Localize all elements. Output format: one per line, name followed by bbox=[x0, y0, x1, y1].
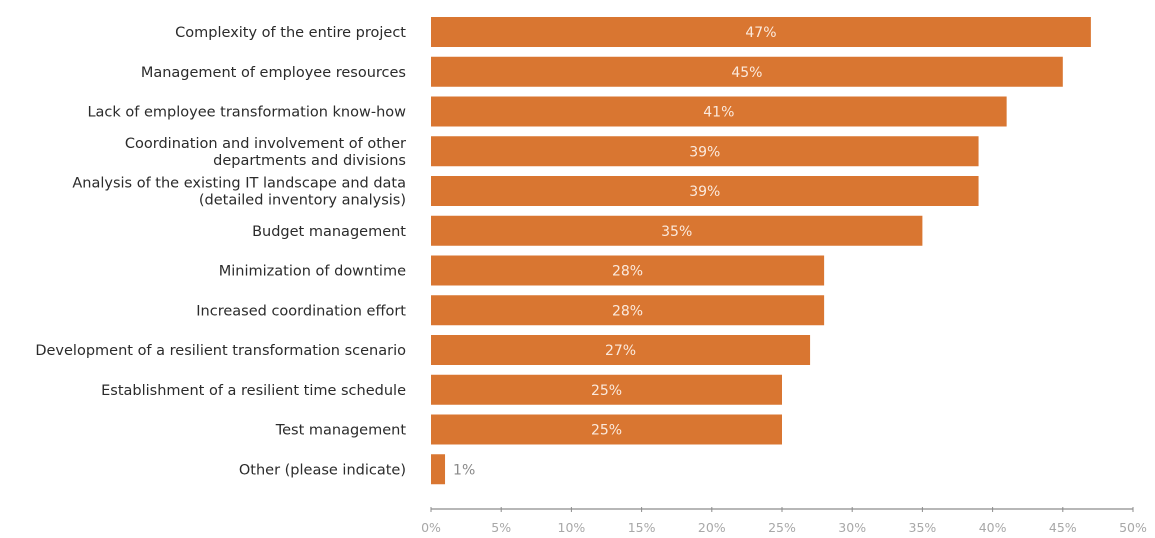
bar bbox=[431, 335, 811, 365]
category-label: Establishment of a resilient time schedu… bbox=[101, 383, 406, 399]
bar-value-label: 28% bbox=[612, 303, 643, 319]
category-label: Analysis of the existing IT landscape an… bbox=[72, 176, 406, 192]
category-label: Other (please indicate) bbox=[239, 462, 406, 478]
category-label: Complexity of the entire project bbox=[175, 25, 406, 41]
x-tick-label: 5% bbox=[491, 520, 511, 535]
x-tick-label: 10% bbox=[558, 520, 586, 535]
category-label: (detailed inventory analysis) bbox=[199, 193, 406, 209]
bar bbox=[431, 176, 979, 206]
category-label: departments and divisions bbox=[213, 153, 406, 169]
bar bbox=[431, 17, 1091, 47]
bar bbox=[431, 96, 1007, 127]
x-tick-label: 30% bbox=[838, 520, 866, 535]
bar bbox=[431, 56, 1063, 87]
bar-value-label: 27% bbox=[605, 343, 636, 359]
category-labels-group: Complexity of the entire project Manageme… bbox=[35, 25, 406, 478]
category-label: Management of employee resources bbox=[141, 65, 406, 81]
bar-value-label: 41% bbox=[703, 105, 734, 121]
bar-value-label: 25% bbox=[591, 383, 622, 399]
x-tick-label: 35% bbox=[909, 520, 937, 535]
bar-value-label: 39% bbox=[689, 144, 720, 160]
x-tick-label: 15% bbox=[628, 520, 656, 535]
bar-value-label: 47% bbox=[745, 25, 776, 41]
x-tick-label: 0% bbox=[421, 520, 441, 535]
category-label: Development of a resilient transformatio… bbox=[35, 343, 406, 359]
x-tick-label: 50% bbox=[1119, 520, 1147, 535]
bar bbox=[431, 255, 825, 286]
bar bbox=[431, 136, 979, 167]
category-label: Minimization of downtime bbox=[219, 264, 406, 280]
bar-value-label: 28% bbox=[612, 264, 643, 280]
category-label: Increased coordination effort bbox=[196, 303, 406, 319]
bar-value-label: 39% bbox=[689, 184, 720, 200]
bar-value-label: 1% bbox=[453, 462, 475, 478]
category-label: Lack of employee transformation know-how bbox=[87, 105, 406, 121]
bar bbox=[431, 215, 923, 246]
bar bbox=[431, 374, 782, 405]
bar-value-label: 25% bbox=[591, 423, 622, 439]
bar-value-label: 35% bbox=[661, 224, 692, 240]
x-axis: 0% 5% 10% 15% 20% 25% 30% 35% 40% 45% 50% bbox=[421, 507, 1147, 535]
x-tick-label: 45% bbox=[1049, 520, 1077, 535]
category-label: Budget management bbox=[252, 224, 406, 240]
x-tick-label: 25% bbox=[768, 520, 796, 535]
bar bbox=[431, 295, 825, 326]
bar bbox=[431, 414, 782, 445]
category-label: Test management bbox=[275, 423, 407, 439]
x-tick-label: 40% bbox=[979, 520, 1007, 535]
bars-group: 47% 45% 41% 39% 39% 35% 28% 28% 27% 25% 25% 1% bbox=[431, 17, 1091, 485]
bar-value-label: 45% bbox=[731, 65, 762, 81]
bar bbox=[431, 454, 446, 485]
category-label: Coordination and involvement of other bbox=[125, 136, 406, 152]
x-tick-label: 20% bbox=[698, 520, 726, 535]
